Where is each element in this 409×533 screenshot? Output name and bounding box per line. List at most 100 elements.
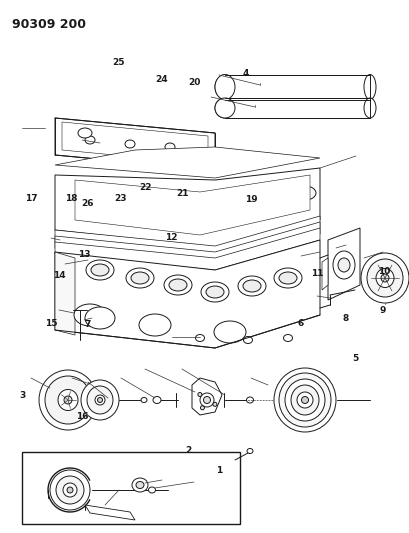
Polygon shape bbox=[62, 122, 208, 164]
Ellipse shape bbox=[247, 397, 254, 403]
Text: 14: 14 bbox=[53, 271, 65, 279]
Ellipse shape bbox=[367, 259, 403, 297]
Ellipse shape bbox=[184, 203, 206, 217]
Ellipse shape bbox=[50, 470, 90, 510]
Ellipse shape bbox=[86, 260, 114, 280]
Polygon shape bbox=[55, 216, 320, 258]
Text: 24: 24 bbox=[155, 76, 168, 84]
Ellipse shape bbox=[164, 275, 192, 295]
Ellipse shape bbox=[81, 380, 119, 420]
Ellipse shape bbox=[39, 370, 97, 430]
Ellipse shape bbox=[136, 481, 144, 489]
Ellipse shape bbox=[285, 379, 325, 421]
Ellipse shape bbox=[67, 487, 73, 493]
Ellipse shape bbox=[95, 395, 105, 405]
Ellipse shape bbox=[215, 75, 235, 100]
Text: 7: 7 bbox=[85, 320, 91, 328]
Ellipse shape bbox=[274, 368, 336, 432]
Text: 23: 23 bbox=[115, 195, 127, 203]
Ellipse shape bbox=[200, 393, 214, 407]
Ellipse shape bbox=[79, 188, 101, 202]
Ellipse shape bbox=[148, 487, 155, 493]
Ellipse shape bbox=[297, 392, 313, 408]
Polygon shape bbox=[55, 222, 320, 264]
Text: 8: 8 bbox=[342, 314, 349, 322]
Text: 26: 26 bbox=[82, 199, 94, 208]
Ellipse shape bbox=[196, 335, 204, 342]
Ellipse shape bbox=[74, 304, 106, 326]
Text: 6: 6 bbox=[297, 319, 304, 328]
Polygon shape bbox=[55, 147, 320, 178]
Ellipse shape bbox=[85, 136, 95, 144]
Ellipse shape bbox=[149, 198, 171, 212]
Text: 13: 13 bbox=[78, 250, 90, 259]
Ellipse shape bbox=[361, 253, 409, 303]
Text: 3: 3 bbox=[19, 391, 26, 400]
Text: 9: 9 bbox=[379, 306, 386, 314]
Polygon shape bbox=[55, 228, 320, 270]
Ellipse shape bbox=[243, 280, 261, 292]
Polygon shape bbox=[225, 98, 370, 118]
Ellipse shape bbox=[376, 269, 394, 287]
Ellipse shape bbox=[213, 402, 217, 406]
Ellipse shape bbox=[165, 143, 175, 151]
Ellipse shape bbox=[238, 276, 266, 296]
Ellipse shape bbox=[279, 373, 331, 427]
Ellipse shape bbox=[274, 268, 302, 288]
Ellipse shape bbox=[364, 75, 376, 100]
Text: 12: 12 bbox=[166, 233, 178, 241]
Text: 15: 15 bbox=[45, 319, 57, 328]
Ellipse shape bbox=[131, 272, 149, 284]
Ellipse shape bbox=[85, 307, 115, 329]
Text: 2: 2 bbox=[185, 446, 191, 455]
Ellipse shape bbox=[214, 321, 246, 343]
Ellipse shape bbox=[114, 193, 136, 207]
Polygon shape bbox=[192, 378, 222, 415]
Text: 20: 20 bbox=[188, 78, 200, 87]
Ellipse shape bbox=[301, 397, 308, 403]
Ellipse shape bbox=[126, 268, 154, 288]
Polygon shape bbox=[55, 168, 320, 248]
Ellipse shape bbox=[364, 98, 376, 118]
Text: 17: 17 bbox=[25, 195, 38, 203]
Ellipse shape bbox=[169, 279, 187, 291]
Ellipse shape bbox=[56, 476, 84, 504]
Text: 16: 16 bbox=[76, 413, 88, 421]
Ellipse shape bbox=[243, 336, 252, 343]
Text: 25: 25 bbox=[112, 59, 125, 67]
Text: 11: 11 bbox=[311, 270, 323, 278]
Ellipse shape bbox=[198, 392, 202, 397]
Ellipse shape bbox=[333, 251, 355, 279]
Polygon shape bbox=[55, 252, 75, 335]
Ellipse shape bbox=[139, 314, 171, 336]
Bar bbox=[22, 452, 240, 524]
Ellipse shape bbox=[206, 286, 224, 298]
Text: 18: 18 bbox=[65, 195, 78, 203]
Text: 1: 1 bbox=[216, 466, 222, 475]
Ellipse shape bbox=[91, 264, 109, 276]
Text: 10: 10 bbox=[378, 268, 391, 276]
Ellipse shape bbox=[259, 193, 281, 207]
Polygon shape bbox=[328, 228, 360, 300]
Ellipse shape bbox=[141, 398, 147, 402]
Ellipse shape bbox=[201, 282, 229, 302]
Text: 90309 200: 90309 200 bbox=[12, 18, 86, 31]
Ellipse shape bbox=[200, 406, 204, 410]
Text: 5: 5 bbox=[353, 354, 359, 362]
Ellipse shape bbox=[63, 483, 77, 497]
Ellipse shape bbox=[58, 390, 78, 410]
Ellipse shape bbox=[294, 186, 316, 200]
Ellipse shape bbox=[132, 478, 148, 492]
Polygon shape bbox=[55, 118, 215, 170]
Ellipse shape bbox=[97, 398, 103, 402]
Ellipse shape bbox=[381, 274, 389, 282]
Ellipse shape bbox=[204, 397, 211, 403]
Ellipse shape bbox=[338, 258, 350, 272]
Text: 22: 22 bbox=[139, 183, 151, 192]
Ellipse shape bbox=[279, 272, 297, 284]
Polygon shape bbox=[322, 258, 328, 290]
Ellipse shape bbox=[247, 448, 253, 454]
Ellipse shape bbox=[153, 397, 161, 403]
Ellipse shape bbox=[291, 385, 319, 415]
Ellipse shape bbox=[78, 128, 92, 138]
